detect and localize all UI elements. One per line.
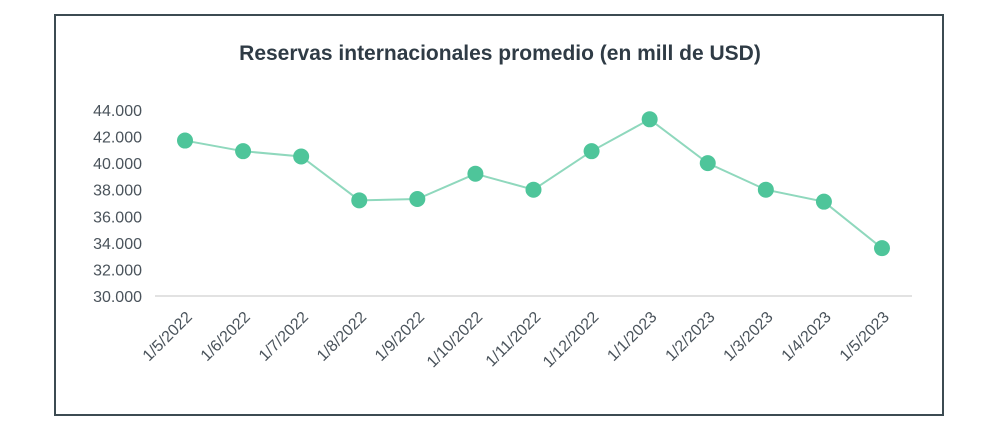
- y-tick-label: 40.000: [93, 156, 142, 173]
- x-tick-label: 1/1/2023: [604, 309, 660, 365]
- y-tick-label: 34.000: [93, 236, 142, 253]
- x-tick-label: 1/2/2023: [663, 309, 719, 365]
- y-tick-label: 44.000: [93, 103, 142, 120]
- x-tick-label: 1/8/2022: [314, 309, 370, 365]
- data-point: [641, 111, 658, 128]
- y-tick-label: 38.000: [93, 183, 142, 200]
- data-point: [235, 143, 252, 160]
- data-point: [467, 165, 484, 182]
- data-point: [815, 193, 832, 210]
- data-point: [757, 181, 774, 198]
- x-tick-label: 1/5/2022: [140, 309, 196, 365]
- x-tick-label: 1/5/2023: [837, 309, 893, 365]
- x-tick-label: 1/11/2022: [483, 309, 545, 371]
- x-tick-label: 1/4/2023: [779, 309, 835, 365]
- x-tick-label: 1/3/2023: [721, 309, 777, 365]
- data-point: [177, 132, 193, 149]
- data-point: [874, 240, 890, 257]
- data-point: [583, 143, 600, 160]
- chart-frame: [54, 14, 944, 416]
- y-tick-label: 30.000: [93, 289, 142, 306]
- x-tick-label: 1/7/2022: [256, 309, 312, 365]
- y-tick-label: 32.000: [93, 262, 142, 279]
- data-point: [525, 181, 542, 198]
- data-point: [409, 191, 426, 208]
- x-tick-label: 1/9/2022: [372, 309, 428, 365]
- chart-title: Reservas internacionales promedio (en mi…: [239, 42, 761, 65]
- data-point: [293, 148, 310, 165]
- x-tick-label: 1/6/2022: [198, 309, 254, 365]
- x-tick-label: 1/10/2022: [424, 309, 486, 371]
- y-tick-label: 42.000: [93, 130, 142, 147]
- data-point: [351, 192, 368, 209]
- x-tick-label: 1/12/2022: [540, 309, 602, 371]
- data-point: [699, 155, 716, 172]
- y-tick-label: 36.000: [93, 209, 142, 226]
